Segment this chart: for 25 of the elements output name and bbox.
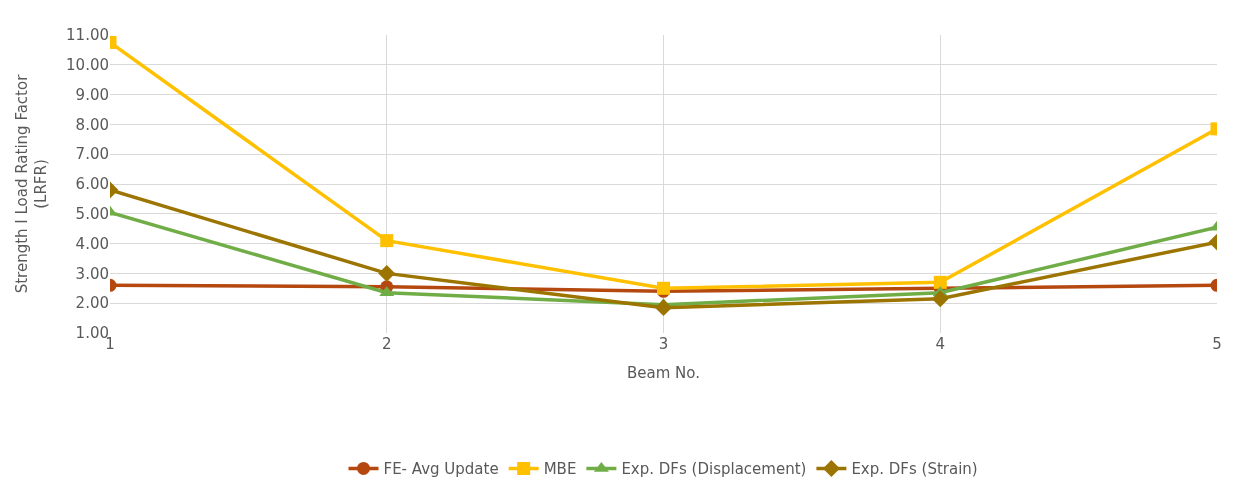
y-axis-title: Strength I Load Rating Factor (LRFR) bbox=[12, 73, 51, 294]
y-tick-label: 2.00 bbox=[75, 294, 109, 313]
point bbox=[933, 275, 947, 289]
legend-label: MBE bbox=[543, 460, 577, 479]
point bbox=[378, 264, 396, 282]
y-tick-label: 10.00 bbox=[66, 56, 109, 75]
y-tick-label: 7.00 bbox=[75, 145, 109, 164]
y-tick-label: 5.00 bbox=[75, 205, 109, 224]
x-axis-title: Beam No. bbox=[627, 364, 700, 382]
y-tick-label: 8.00 bbox=[75, 115, 109, 134]
point bbox=[380, 234, 394, 248]
x-tick-label: 5 bbox=[1212, 335, 1222, 353]
legend-label: Exp. DFs (Displacement) bbox=[621, 460, 807, 479]
legend-label: Exp. DFs (Strain) bbox=[851, 460, 978, 479]
y-tick-label: 3.00 bbox=[75, 264, 109, 283]
y-tick-label: 4.00 bbox=[75, 234, 109, 253]
x-tick-label: 2 bbox=[381, 335, 392, 353]
point bbox=[655, 299, 672, 317]
y-tick-label: 9.00 bbox=[75, 85, 109, 104]
y-tick-label: 11.00 bbox=[66, 26, 109, 45]
x-tick-label: 3 bbox=[658, 335, 669, 353]
x-tick-label: 4 bbox=[935, 335, 946, 353]
y-tick-label: 6.00 bbox=[75, 175, 109, 194]
point bbox=[931, 290, 949, 308]
legend-label: FE- Avg Update bbox=[383, 460, 499, 479]
